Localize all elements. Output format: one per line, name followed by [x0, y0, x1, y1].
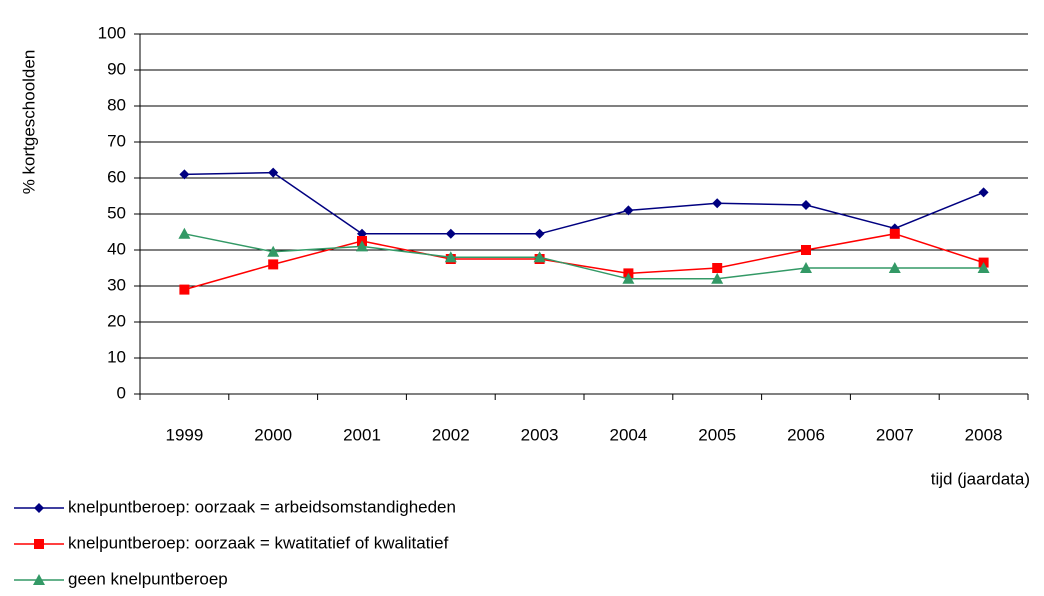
legend-marker	[33, 574, 45, 585]
x-tick-label: 2006	[787, 425, 825, 444]
marker	[801, 200, 811, 210]
series-line	[184, 171, 984, 235]
series-line	[184, 233, 984, 280]
marker	[445, 228, 456, 239]
marker	[978, 187, 989, 198]
marker	[889, 228, 900, 239]
y-tick-label: 0	[117, 383, 126, 402]
x-tick-label: 2008	[965, 425, 1003, 444]
legend-label: knelpuntberoep: oorzaak = kwatitatief of…	[68, 533, 449, 552]
marker	[533, 251, 546, 263]
y-tick-label: 20	[107, 311, 126, 330]
marker	[268, 259, 279, 270]
y-tick-label: 80	[107, 95, 126, 114]
marker	[622, 272, 635, 284]
marker	[977, 262, 990, 273]
legend-label: knelpuntberoep: oorzaak = arbeidsomstand…	[68, 497, 456, 516]
marker	[268, 167, 279, 178]
y-tick-label: 10	[107, 347, 126, 366]
x-tick-label: 2003	[521, 425, 559, 444]
marker	[444, 251, 457, 263]
marker	[267, 245, 280, 257]
marker	[711, 272, 724, 284]
x-tick-label: 2002	[432, 425, 470, 444]
y-tick-label: 70	[107, 131, 126, 150]
marker	[623, 205, 634, 216]
y-tick-label: 60	[107, 167, 126, 186]
marker	[801, 245, 811, 255]
legend-marker	[34, 539, 44, 549]
x-tick-label: 2007	[876, 425, 914, 444]
x-tick-label: 2001	[343, 425, 381, 444]
marker	[356, 240, 368, 252]
y-tick-label: 90	[107, 59, 126, 78]
marker	[179, 169, 190, 180]
legend-marker	[34, 503, 44, 513]
x-tick-label: 2005	[698, 425, 736, 444]
y-tick-label: 30	[107, 275, 126, 294]
marker	[712, 263, 723, 273]
y-tick-label: 100	[98, 23, 126, 42]
y-tick-label: 40	[107, 239, 126, 258]
x-tick-label: 2000	[254, 425, 292, 444]
legend-label: geen knelpuntberoep	[68, 569, 228, 588]
marker	[800, 262, 812, 273]
x-axis-label: tijd (jaardata)	[931, 469, 1030, 488]
y-tick-label: 50	[107, 203, 126, 222]
marker	[179, 284, 190, 295]
x-tick-label: 2004	[609, 425, 647, 444]
marker	[712, 198, 723, 209]
marker	[888, 262, 901, 273]
x-tick-label: 1999	[165, 425, 203, 444]
series-line	[184, 233, 984, 291]
marker	[534, 228, 545, 239]
y-axis-label: % kortgeschoolden	[19, 50, 38, 195]
marker	[178, 227, 191, 239]
